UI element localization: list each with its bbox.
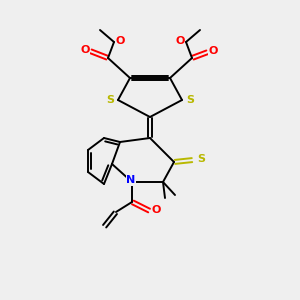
Text: O: O — [175, 36, 185, 46]
Text: S: S — [197, 154, 205, 164]
Text: O: O — [151, 205, 161, 215]
Text: O: O — [208, 46, 218, 56]
Text: S: S — [186, 95, 194, 105]
Text: O: O — [80, 45, 90, 55]
Text: O: O — [115, 36, 125, 46]
Text: S: S — [106, 95, 114, 105]
Text: N: N — [126, 175, 136, 185]
